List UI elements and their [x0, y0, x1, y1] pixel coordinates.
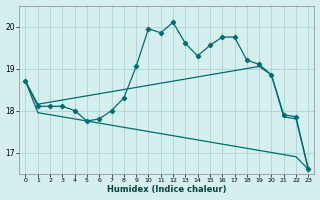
X-axis label: Humidex (Indice chaleur): Humidex (Indice chaleur) — [107, 185, 227, 194]
